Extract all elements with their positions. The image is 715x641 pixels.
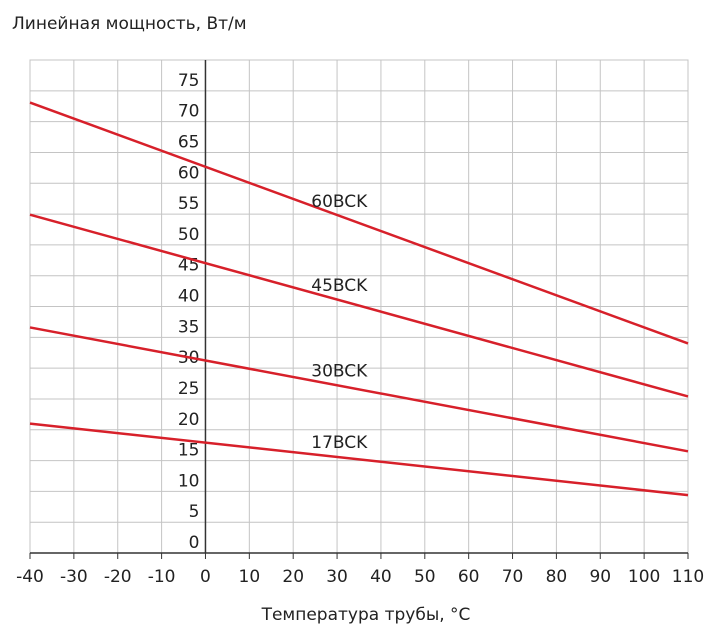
y-tick-label: 5: [189, 502, 200, 522]
x-tick-label: 10: [239, 567, 261, 587]
series-line: [29, 213, 689, 398]
x-tick-label: 0: [200, 567, 211, 587]
y-axis-title: Линейная мощность, Вт/м: [12, 14, 247, 34]
series-label: 45BCK: [311, 276, 368, 296]
x-tick-label: 110: [672, 567, 704, 587]
x-tick-label: 50: [414, 567, 436, 587]
x-tick-label: -40: [16, 567, 44, 587]
y-tick-label: 10: [178, 471, 200, 491]
x-tick-label: -20: [104, 567, 132, 587]
series-label: 30BCK: [311, 362, 368, 382]
y-tick-label: 40: [178, 287, 200, 307]
y-tick-label: 15: [178, 441, 200, 461]
y-tick-label: 65: [178, 132, 200, 152]
x-tick-label: 30: [326, 567, 348, 587]
x-tick-label: 20: [282, 567, 304, 587]
series-line: [29, 422, 689, 497]
x-tick-label: -30: [60, 567, 88, 587]
y-tick-label: 35: [178, 317, 200, 337]
x-tick-label: 80: [546, 567, 568, 587]
series-label: 17BCK: [311, 433, 368, 453]
y-tick-label: 50: [178, 225, 200, 245]
x-tick-label: 40: [370, 567, 392, 587]
x-tick-label: 60: [458, 567, 480, 587]
y-tick-label: 25: [178, 379, 200, 399]
x-axis-title: Температура трубы, °С: [261, 605, 471, 625]
y-tick-label: 55: [178, 194, 200, 214]
x-tick-label: 90: [589, 567, 611, 587]
y-tick-label: 70: [178, 102, 200, 122]
x-tick-label: 70: [502, 567, 524, 587]
y-tick-label: 0: [189, 533, 200, 553]
y-tick-label: 75: [178, 71, 200, 91]
x-tick-label: 100: [628, 567, 660, 587]
series-line: [29, 326, 689, 453]
y-tick-label: 60: [178, 163, 200, 183]
series-line: [29, 101, 689, 345]
y-tick-label: 20: [178, 410, 200, 430]
x-tick-label: -10: [148, 567, 176, 587]
series-label: 60BCK: [311, 192, 368, 212]
